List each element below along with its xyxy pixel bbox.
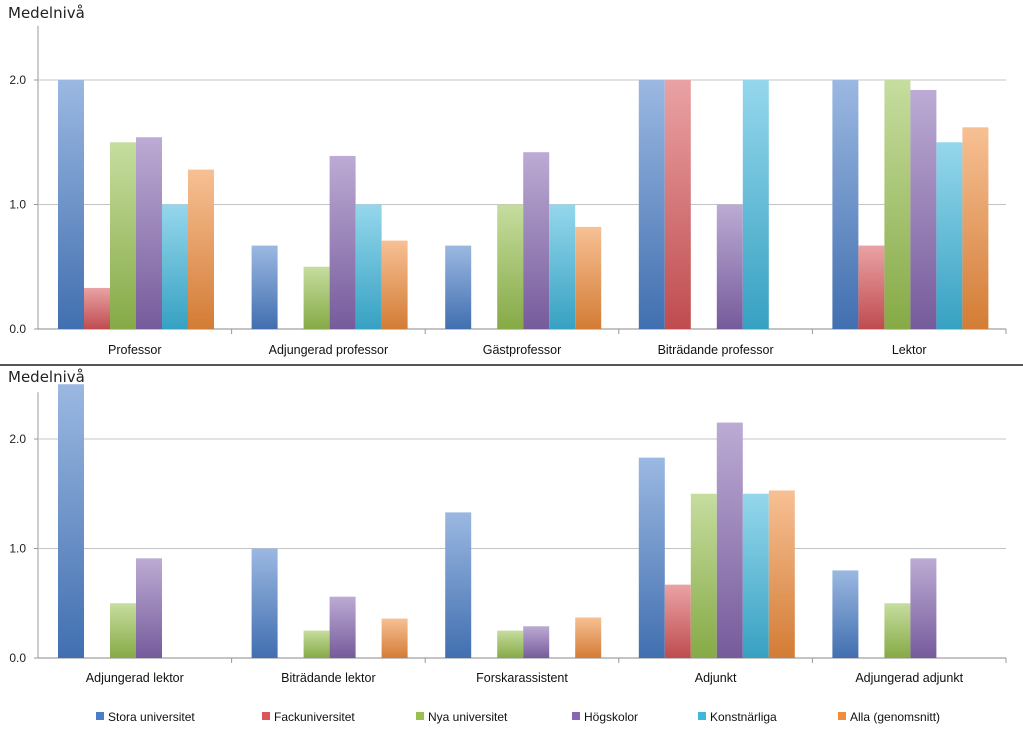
bar-bitradande-lektor-nya-universitet — [303, 630, 330, 658]
x-tick-label-bitradande-professor: Biträdande professor — [658, 343, 774, 357]
bar-adjungerad-professor-konstnarliga — [355, 204, 382, 329]
legend-swatch-konstnarliga — [698, 712, 706, 720]
bar-bitradande-lektor-stora-universitet — [251, 548, 278, 658]
y-tick-label: 0.0 — [9, 322, 26, 336]
legend-label-hogskolor: Högskolor — [584, 710, 638, 724]
bar-adjungerad-lektor-hogskolor — [136, 558, 162, 658]
x-tick-label-adjungerad-adjunkt: Adjungerad adjunkt — [855, 671, 963, 685]
bar-adjungerad-adjunkt-stora-universitet — [832, 570, 859, 658]
bar-adjungerad-professor-nya-universitet — [303, 266, 330, 329]
bar-adjungerad-lektor-stora-universitet — [58, 384, 84, 658]
y-tick-label: 2.0 — [9, 432, 26, 446]
legend-swatch-hogskolor — [572, 712, 580, 720]
bar-professor-alla-genomsnitt — [188, 169, 214, 329]
y-tick-label: 1.0 — [9, 198, 26, 212]
bar-gastprofessor-konstnarliga — [549, 204, 576, 329]
bar-lektor-alla-genomsnitt — [962, 127, 989, 329]
bar-forskarassistent-alla-genomsnitt — [575, 617, 602, 658]
bar-professor-konstnarliga — [162, 204, 188, 329]
bar-adjunkt-nya-universitet — [690, 493, 717, 658]
bar-bitradande-professor-hogskolor — [716, 204, 743, 329]
x-tick-label-forskarassistent: Forskarassistent — [476, 671, 568, 685]
bar-adjungerad-adjunkt-nya-universitet — [884, 603, 911, 658]
bar-professor-fackuniversitet — [84, 287, 110, 329]
x-tick-label-adjungerad-professor: Adjungerad professor — [269, 343, 389, 357]
legend-label-alla-genomsnitt: Alla (genomsnitt) — [850, 710, 940, 724]
bar-gastprofessor-alla-genomsnitt — [575, 226, 602, 329]
bar-bitradande-lektor-alla-genomsnitt — [381, 618, 408, 658]
bar-adjunkt-alla-genomsnitt — [768, 490, 795, 658]
bar-professor-nya-universitet — [110, 142, 136, 329]
bar-lektor-nya-universitet — [884, 80, 911, 329]
bar-bitradande-professor-stora-universitet — [638, 80, 665, 329]
x-tick-label-lektor: Lektor — [892, 343, 927, 357]
y-tick-label: 2.0 — [9, 73, 26, 87]
bar-adjunkt-stora-universitet — [638, 457, 665, 658]
bar-adjungerad-professor-alla-genomsnitt — [381, 240, 408, 329]
y-axis-title: Medelnivå — [8, 4, 85, 22]
bar-lektor-stora-universitet — [832, 80, 859, 329]
bar-adjungerad-adjunkt-hogskolor — [910, 558, 937, 658]
bar-forskarassistent-hogskolor — [523, 626, 550, 658]
chart-legend: Stora universitet Fackuniversitet Nya univ… — [96, 710, 940, 724]
bar-gastprofessor-nya-universitet — [497, 204, 524, 329]
x-tick-label-adjunkt: Adjunkt — [695, 671, 737, 685]
bar-lektor-fackuniversitet — [858, 245, 885, 329]
bar-adjunkt-konstnarliga — [742, 493, 769, 658]
bar-bitradande-lektor-hogskolor — [329, 596, 356, 658]
x-tick-label-bitradande-lektor: Biträdande lektor — [281, 671, 376, 685]
bar-adjungerad-professor-stora-universitet — [251, 245, 278, 329]
chart-panel-top: Medelnivå 0.0 1.0 2.0 Professor Adjungerad pr… — [8, 4, 1007, 357]
bar-gastprofessor-hogskolor — [523, 152, 550, 329]
x-tick-label-adjungerad-lektor: Adjungerad lektor — [86, 671, 184, 685]
bar-lektor-hogskolor — [910, 89, 937, 330]
bar-professor-hogskolor — [136, 137, 162, 329]
y-axis-title: Medelnivå — [8, 368, 85, 386]
bar-adjungerad-lektor-nya-universitet — [110, 603, 136, 658]
bar-lektor-konstnarliga — [936, 142, 963, 329]
bar-bitradande-professor-fackuniversitet — [664, 80, 691, 329]
legend-swatch-nya-universitet — [416, 712, 424, 720]
legend-swatch-stora-universitet — [96, 712, 104, 720]
bar-adjunkt-hogskolor — [716, 422, 743, 658]
legend-label-stora-universitet: Stora universitet — [108, 710, 195, 724]
bar-forskarassistent-nya-universitet — [497, 630, 524, 658]
legend-swatch-fackuniversitet — [262, 712, 270, 720]
x-tick-label-gastprofessor: Gästprofessor — [483, 343, 562, 357]
x-tick-label-professor: Professor — [108, 343, 162, 357]
y-tick-label: 1.0 — [9, 542, 26, 556]
bar-adjunkt-fackuniversitet — [664, 584, 691, 658]
bar-forskarassistent-stora-universitet — [445, 512, 472, 658]
legend-label-fackuniversitet: Fackuniversitet — [274, 710, 355, 724]
legend-swatch-alla-genomsnitt — [838, 712, 846, 720]
legend-label-konstnarliga: Konstnärliga — [710, 710, 777, 724]
bar-bitradande-professor-konstnarliga — [742, 80, 769, 329]
bar-gastprofessor-stora-universitet — [445, 245, 472, 329]
bar-adjungerad-professor-hogskolor — [329, 155, 356, 329]
bar-professor-stora-universitet — [58, 80, 84, 329]
chart-panel-bottom: Medelnivå 0.0 1.0 2.0 Adjungerad lektor Biträ… — [8, 368, 1007, 685]
y-tick-label: 0.0 — [9, 651, 26, 665]
legend-label-nya-universitet: Nya universitet — [428, 710, 508, 724]
